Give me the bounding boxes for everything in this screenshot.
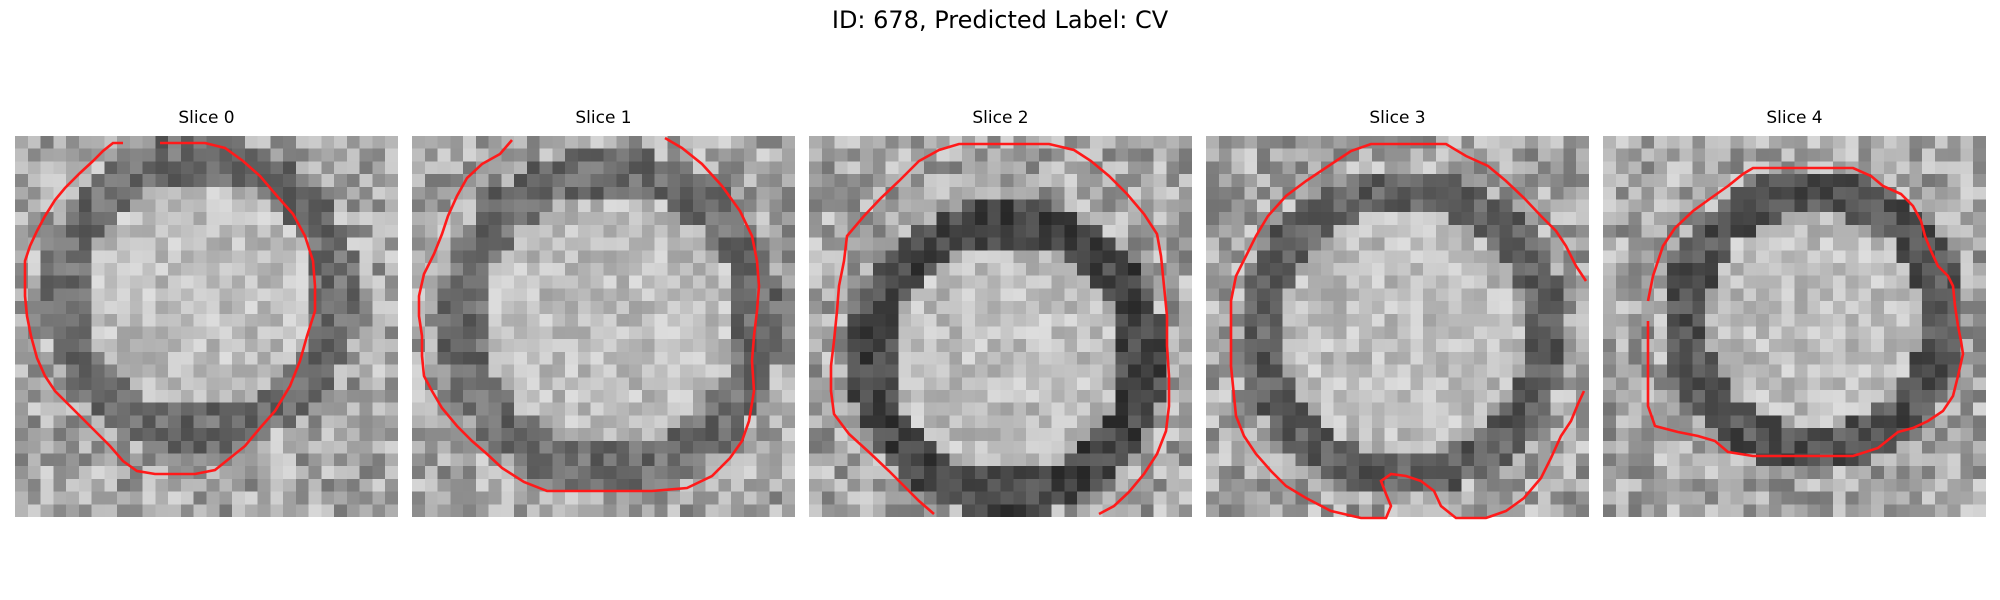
slice-title-3: Slice 3 — [1369, 108, 1426, 128]
slice-title-2: Slice 2 — [972, 108, 1029, 128]
segmentation-contour-4 — [1646, 166, 1965, 458]
segmentation-contour-0 — [23, 141, 317, 476]
slice-title-4: Slice 4 — [1766, 108, 1823, 128]
slice-image-2 — [809, 136, 1192, 517]
segmentation-contour-2 — [829, 142, 1171, 516]
contour-overlay-4 — [1646, 166, 1965, 458]
figure-title: ID: 678, Predicted Label: CV — [831, 6, 1169, 34]
slice-title-1: Slice 1 — [575, 108, 632, 128]
segmentation-contour-3 — [1229, 142, 1588, 520]
slice-image-4 — [1603, 136, 1986, 517]
contour-overlay-0 — [23, 141, 317, 476]
slice-title-0: Slice 0 — [178, 108, 235, 128]
contour-overlay-2 — [829, 142, 1171, 516]
slice-image-0 — [15, 136, 398, 517]
contour-overlay-3 — [1229, 142, 1588, 520]
contour-overlay-1 — [417, 136, 761, 493]
segmentation-contour-1 — [417, 136, 761, 493]
